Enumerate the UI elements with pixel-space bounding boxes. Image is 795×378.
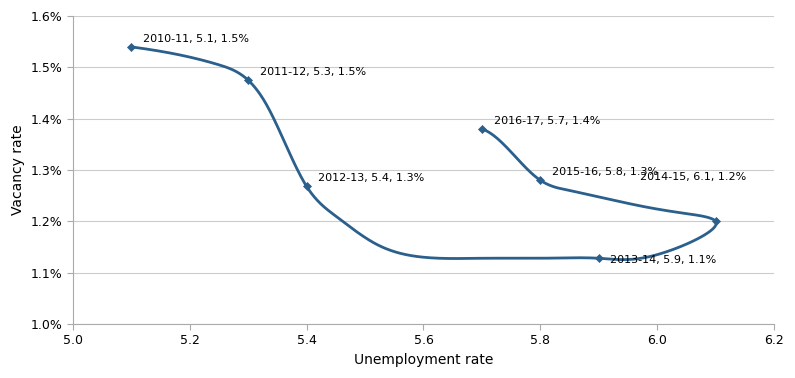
Text: 2016-17, 5.7, 1.4%: 2016-17, 5.7, 1.4%	[494, 116, 600, 126]
X-axis label: Unemployment rate: Unemployment rate	[354, 353, 493, 367]
Text: 2013-14, 5.9, 1.1%: 2013-14, 5.9, 1.1%	[611, 256, 716, 265]
Text: 2015-16, 5.8, 1.3%: 2015-16, 5.8, 1.3%	[552, 167, 658, 177]
Text: 2014-15, 6.1, 1.2%: 2014-15, 6.1, 1.2%	[640, 172, 746, 182]
Text: 2012-13, 5.4, 1.3%: 2012-13, 5.4, 1.3%	[318, 173, 425, 183]
Y-axis label: Vacancy rate: Vacancy rate	[11, 125, 25, 215]
Text: 2010-11, 5.1, 1.5%: 2010-11, 5.1, 1.5%	[143, 34, 249, 44]
Text: 2011-12, 5.3, 1.5%: 2011-12, 5.3, 1.5%	[260, 67, 366, 77]
